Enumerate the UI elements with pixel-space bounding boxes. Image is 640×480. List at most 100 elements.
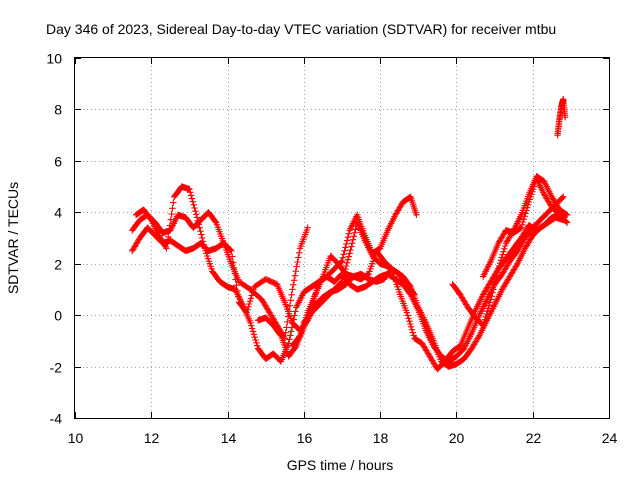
x-tick-label: 24 <box>602 430 618 446</box>
y-tick-label: -2 <box>50 360 63 376</box>
data-point <box>523 207 530 214</box>
data-point <box>232 276 239 283</box>
data-point <box>490 282 498 290</box>
data-point <box>342 265 349 273</box>
x-tick-label: 10 <box>68 430 84 446</box>
data-point <box>291 312 298 319</box>
data-point <box>344 256 352 263</box>
data-point <box>340 251 347 258</box>
data-point <box>193 214 201 221</box>
data-point <box>487 296 494 303</box>
data-point <box>348 243 355 250</box>
data-point <box>348 239 356 247</box>
data-point <box>162 243 169 251</box>
data-point <box>484 307 491 315</box>
data-point <box>352 226 359 233</box>
y-tick-label: 8 <box>54 102 62 118</box>
data-point <box>517 225 524 232</box>
data-point <box>193 211 200 218</box>
data-point <box>524 201 532 209</box>
data-marks <box>129 95 571 373</box>
data-point <box>194 217 202 225</box>
data-point <box>501 242 509 250</box>
data-point <box>494 269 501 276</box>
data-point <box>169 205 176 212</box>
x-tick-label: 22 <box>526 430 542 446</box>
data-point <box>249 328 257 335</box>
data-point <box>343 237 351 244</box>
data-point <box>406 317 413 325</box>
x-tick-label: 12 <box>144 430 160 446</box>
data-point <box>163 245 170 252</box>
data-point <box>406 194 414 201</box>
data-point <box>233 281 240 289</box>
data-point <box>408 326 416 333</box>
data-point <box>187 189 194 196</box>
data-point <box>499 251 506 258</box>
data-point <box>191 204 198 212</box>
data-point <box>346 250 353 257</box>
data-point <box>290 277 298 284</box>
data-point <box>343 259 351 267</box>
data-point <box>229 253 236 260</box>
data-point <box>167 216 174 223</box>
series-track-1 <box>129 209 311 342</box>
data-point <box>498 254 505 261</box>
data-point <box>291 272 299 279</box>
data-point <box>341 269 348 276</box>
data-point <box>407 323 415 331</box>
data-point <box>248 292 255 299</box>
data-point <box>413 211 420 219</box>
y-tick-label: 10 <box>46 51 62 67</box>
data-point <box>195 221 202 228</box>
y-tick-label: 2 <box>54 257 62 273</box>
data-point <box>287 297 294 304</box>
data-point <box>286 336 293 343</box>
data-point <box>483 310 490 318</box>
data-point <box>496 262 503 270</box>
data-point <box>192 207 199 215</box>
data-point <box>295 254 302 261</box>
data-point <box>522 210 529 217</box>
data-point <box>288 324 296 331</box>
data-point <box>186 185 193 193</box>
data-point <box>165 233 172 241</box>
data-point <box>295 249 303 257</box>
data-point <box>199 238 207 245</box>
data-point <box>345 253 352 260</box>
data-point <box>166 222 174 229</box>
x-tick-label: 18 <box>373 430 389 446</box>
data-point <box>252 336 259 344</box>
data-point <box>288 291 295 299</box>
data-point <box>248 325 256 332</box>
data-point <box>490 286 497 293</box>
data-point <box>287 328 295 335</box>
data-point <box>341 247 348 255</box>
y-tick-label: 4 <box>54 205 62 221</box>
data-point <box>246 297 254 305</box>
data-point <box>519 218 527 226</box>
data-point <box>343 240 350 248</box>
data-point <box>197 227 204 235</box>
data-point <box>189 198 197 205</box>
series-track-7 <box>449 173 571 329</box>
series-track-6 <box>300 214 567 370</box>
data-point <box>292 308 299 315</box>
data-point <box>227 246 234 254</box>
data-point <box>409 329 416 336</box>
data-point <box>479 322 487 329</box>
data-point <box>284 318 291 326</box>
data-point <box>404 312 411 319</box>
data-point <box>403 309 411 316</box>
data-point <box>339 275 347 282</box>
data-point <box>286 302 294 309</box>
chart-title: Day 346 of 2023, Sidereal Day-to-day VTE… <box>46 21 556 37</box>
y-tick-label: 0 <box>54 308 62 324</box>
data-point <box>230 264 238 272</box>
data-point <box>524 204 531 211</box>
y-tick-label: 6 <box>54 154 62 170</box>
data-point <box>347 246 354 254</box>
data-point <box>480 319 488 326</box>
data-point <box>521 213 528 220</box>
